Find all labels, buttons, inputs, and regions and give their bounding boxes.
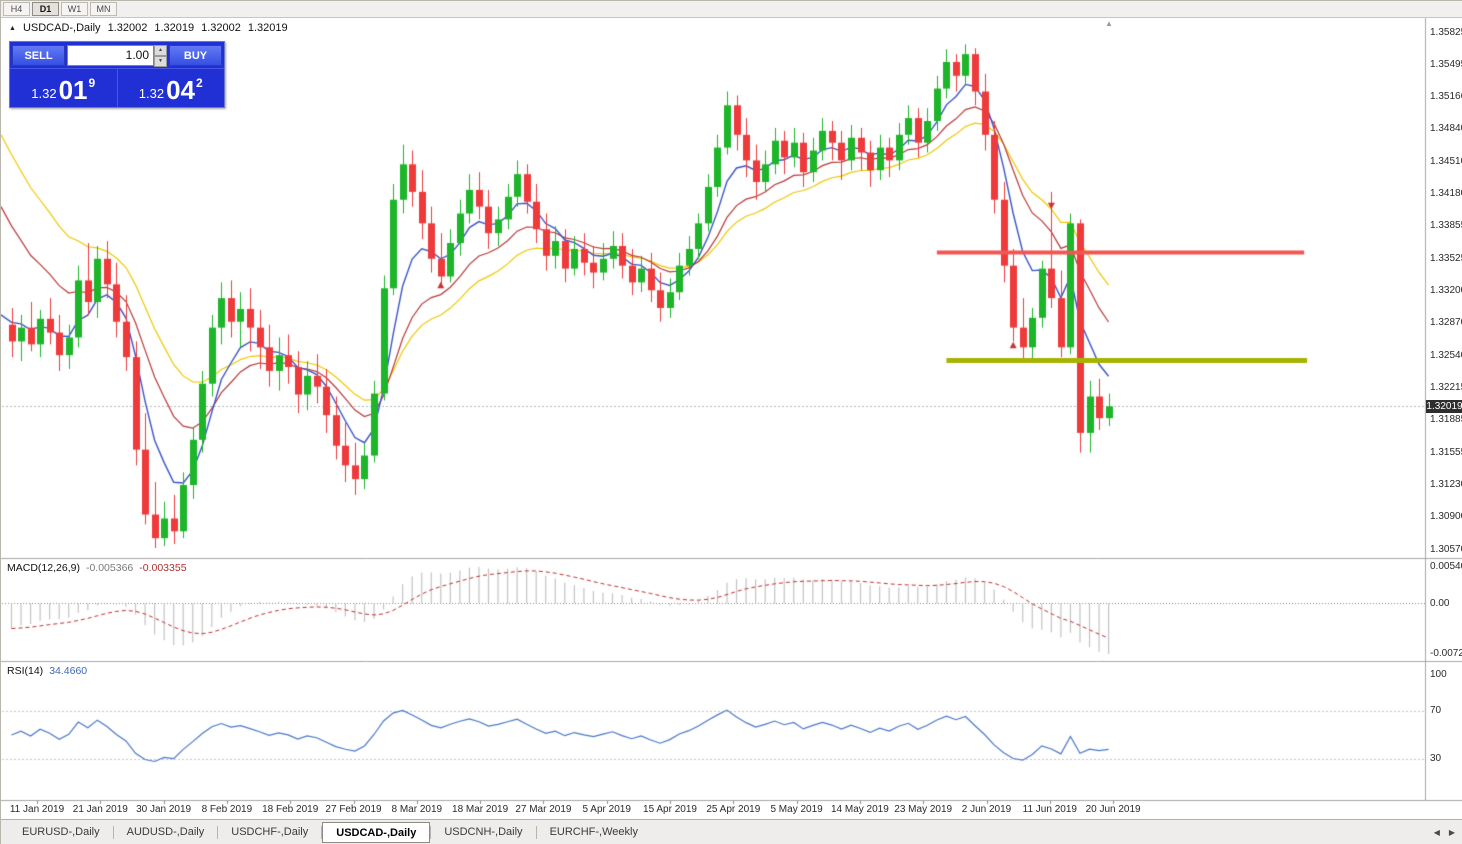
date-axis-label: 18 Mar 2019	[452, 804, 509, 815]
price-axis-label: 1.34840	[1430, 123, 1462, 135]
tab-separator	[112, 826, 114, 839]
buy-button[interactable]: BUY	[169, 44, 222, 66]
price-axis-label: 1.32540	[1430, 349, 1462, 361]
date-axis-label: 5 Apr 2019	[582, 804, 631, 815]
macd-axis-label: -0.007247	[1430, 648, 1462, 659]
tab-scroll-right-icon[interactable]: ▶	[1448, 828, 1455, 837]
symbol-title: USDCAD-,Daily	[22, 22, 101, 34]
price-axis-label: 1.34510	[1430, 155, 1462, 167]
sell-price-display[interactable]: 1.32 01 9	[10, 69, 118, 107]
macd-label: MACD(12,26,9) -0.005366 -0.003355	[7, 562, 187, 574]
price-axis-label: 1.33525	[1430, 252, 1462, 264]
ohlc-low: 1.32002	[201, 22, 241, 34]
rsi-label: RSI(14) 34.4660	[7, 665, 87, 677]
sell-price-prefix: 1.32	[31, 86, 57, 101]
chart-tab-usdchf-daily[interactable]: USDCHF-,Daily	[231, 826, 309, 838]
current-price-badge: 1.32019	[1426, 399, 1462, 413]
price-axis-label: 1.33855	[1430, 220, 1462, 232]
chart-expand-icon: ▲	[9, 24, 16, 32]
price-axis-label: 1.33200	[1430, 285, 1462, 296]
volume-up-icon[interactable]: ▲	[154, 44, 167, 56]
date-axis-label: 27 Feb 2019	[325, 804, 382, 815]
date-axis-label: 2 Jun 2019	[961, 804, 1012, 815]
buy-price-prefix: 1.32	[138, 86, 165, 101]
price-axis-label: 1.31885	[1430, 414, 1462, 426]
buy-price-display[interactable]: 1.32 04 2	[118, 69, 225, 107]
chart-tabs: EURUSD-,Daily AUDUSD-,Daily USDCHF-,Daily U…	[1, 819, 1462, 844]
timeframe-button-h4[interactable]: H4	[3, 2, 30, 16]
tab-separator	[321, 826, 323, 839]
date-axis-label: 18 Feb 2019	[262, 804, 319, 815]
tab-separator	[430, 826, 432, 839]
ohlc-close: 1.32019	[247, 22, 288, 34]
macd-axis-label: 0.00	[1430, 597, 1450, 609]
date-axis-label: 11 Jan 2019	[9, 804, 65, 815]
timeframe-button-d1[interactable]: D1	[32, 2, 59, 16]
chart-tab-audusd-daily[interactable]: AUDUSD-,Daily	[126, 826, 205, 838]
date-axis-label: 8 Feb 2019	[201, 804, 253, 815]
price-axis-label: 1.35825	[1430, 26, 1462, 38]
tab-scroll: ◀ ▶	[1434, 828, 1455, 837]
date-axis-label: 23 May 2019	[894, 804, 953, 815]
price-axis-label: 1.34180	[1430, 188, 1462, 200]
price-axis-label: 1.31555	[1430, 446, 1462, 458]
symbol-header: ▲ USDCAD-,Daily 1.32002 1.32019 1.32002 …	[9, 22, 288, 34]
price-axis-label: 1.30570	[1430, 543, 1462, 555]
date-axis-label: 27 Mar 2019	[515, 804, 572, 815]
volume-spinner: ▲ ▼	[154, 44, 167, 67]
rsi-axis-label: 70	[1430, 705, 1442, 716]
rsi-axis-label: 30	[1430, 753, 1442, 764]
ohlc-open: 1.32002	[107, 22, 148, 34]
chart-shift-marker-icon: ▲	[1105, 19, 1113, 28]
price-axis-label: 1.32215	[1430, 381, 1462, 393]
macd-name: MACD(12,26,9)	[7, 562, 80, 574]
rsi-axis-label: 100	[1430, 669, 1447, 680]
macd-signal-value: -0.003355	[139, 562, 187, 574]
timeframe-toolbar: H4 D1 W1 MN	[1, 1, 1462, 18]
date-axis-label: 11 Jun 2019	[1022, 804, 1077, 815]
ohlc-high: 1.32019	[154, 22, 195, 34]
price-axis-label: 1.30900	[1430, 511, 1462, 523]
date-axis-label: 15 Apr 2019	[643, 804, 697, 815]
tab-scroll-left-icon[interactable]: ◀	[1433, 828, 1440, 837]
tabs-wrap: EURUSD-,Daily AUDUSD-,Daily USDCHF-,Daily U…	[9, 820, 651, 844]
chart-tab-eurusd-daily[interactable]: EURUSD-,Daily	[22, 826, 100, 838]
sell-price-big: 01	[58, 75, 88, 105]
timeframe-button-mn[interactable]: MN	[90, 2, 117, 16]
tab-separator	[217, 826, 219, 839]
date-axis-label: 14 May 2019	[830, 804, 889, 815]
date-axis-label: 25 Apr 2019	[706, 804, 761, 815]
date-axis-label: 8 Mar 2019	[391, 804, 443, 815]
chart-tab-usdcnh-daily[interactable]: USDCNH-,Daily	[444, 826, 523, 838]
date-axis-label: 5 May 2019	[770, 804, 823, 815]
price-axis-label: 1.32870	[1430, 317, 1462, 329]
price-axis-label: 1.31230	[1430, 478, 1462, 490]
macd-main-value: -0.005366	[85, 562, 134, 574]
buy-price-big: 04	[166, 75, 196, 105]
one-click-trading-panel: SELL ▲ ▼ BUY 1.32 01 9 1.32 04 2	[9, 41, 225, 108]
volume-down-icon[interactable]: ▼	[154, 55, 167, 67]
tab-separator	[535, 826, 537, 839]
price-axis-label: 1.35495	[1430, 58, 1462, 70]
sell-price-pip: 9	[88, 76, 96, 90]
date-axis-label: 30 Jan 2019	[136, 804, 192, 815]
chart-tab-usdcad-daily[interactable]: USDCAD-,Daily	[322, 822, 431, 843]
buy-price-pip: 2	[196, 76, 203, 90]
volume-control: ▲ ▼	[67, 44, 167, 67]
date-axis-label: 20 Jun 2019	[1085, 804, 1141, 815]
rsi-name: RSI(14)	[7, 665, 44, 677]
timeframe-button-w1[interactable]: W1	[61, 2, 88, 16]
volume-input[interactable]	[67, 44, 154, 66]
date-axis-label: 21 Jan 2019	[72, 804, 128, 815]
macd-axis-label: 0.005402	[1430, 561, 1462, 572]
sell-button[interactable]: SELL	[12, 44, 65, 66]
price-axis-label: 1.35166	[1430, 91, 1462, 103]
rsi-value: 34.4660	[49, 665, 88, 677]
chart-tab-eurchf-weekly[interactable]: EURCHF-,Weekly	[549, 826, 638, 838]
